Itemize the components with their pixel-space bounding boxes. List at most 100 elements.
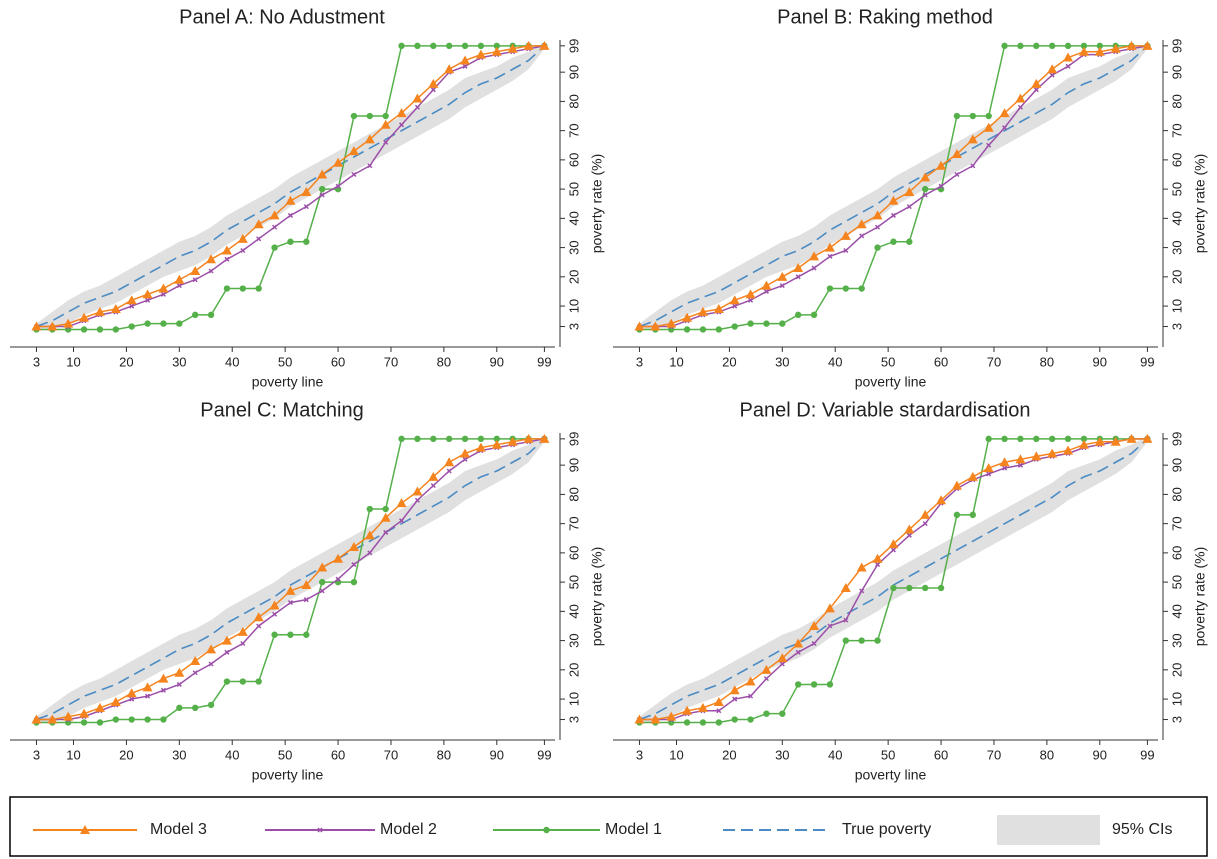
marker-x: [1017, 104, 1023, 110]
ci-band: [639, 42, 1148, 330]
x-tick-label: 10: [66, 354, 80, 369]
x-axis-label: poverty line: [855, 767, 927, 783]
marker-x: [176, 283, 182, 289]
marker-x: [986, 142, 992, 148]
marker-x: [303, 597, 309, 603]
marker-triangle: [1094, 436, 1105, 446]
marker-x: [795, 274, 801, 280]
marker-triangle: [174, 667, 185, 677]
marker-circle: [223, 285, 231, 292]
marker-triangle: [1126, 40, 1137, 50]
marker-circle: [445, 435, 453, 443]
marker-circle: [414, 435, 421, 443]
marker-x: [192, 277, 198, 283]
y-axis-label: poverty rate (%): [589, 154, 605, 254]
marker-triangle: [158, 283, 169, 293]
marker-triangle: [650, 321, 661, 331]
marker-triangle: [237, 626, 248, 636]
y-tick-label: 3: [1169, 323, 1184, 330]
series-line: [36, 45, 545, 328]
x-tick-label: 30: [775, 747, 789, 762]
marker-circle: [810, 311, 818, 319]
marker-x: [319, 192, 325, 198]
legend-label: 95% CIs: [1112, 821, 1172, 838]
y-tick-label: 30: [1169, 633, 1184, 647]
marker-circle: [271, 631, 278, 638]
marker-triangle: [253, 612, 264, 622]
marker-circle: [826, 681, 834, 688]
marker-circle: [112, 716, 120, 723]
marker-x: [922, 521, 928, 527]
marker-x: [446, 468, 452, 474]
marker-triangle: [1142, 40, 1153, 50]
marker-triangle: [729, 685, 740, 695]
y-tick-label: 90: [566, 65, 581, 79]
panel-title: Panel D: Variable stardardisation: [740, 399, 1031, 421]
marker-x: [716, 708, 722, 714]
marker-x: [240, 640, 246, 647]
marker-circle: [350, 578, 358, 586]
y-tick-label: 20: [566, 663, 581, 677]
marker-triangle: [317, 562, 328, 572]
x-tick-label: 30: [775, 354, 789, 369]
y-tick-label: 20: [1169, 663, 1184, 677]
marker-x: [462, 63, 468, 69]
marker-x: [129, 696, 135, 702]
marker-x: [890, 547, 896, 553]
legend-marker: [543, 826, 550, 834]
marker-triangle: [856, 219, 867, 229]
marker-triangle: [1031, 78, 1042, 88]
marker-circle: [445, 42, 453, 50]
marker-x: [906, 204, 912, 210]
x-tick-label: 90: [1093, 354, 1107, 369]
marker-x: [890, 212, 896, 218]
marker-x: [335, 183, 341, 189]
marker-circle: [144, 320, 151, 327]
marker-x: [351, 171, 357, 178]
legend-marker: [80, 825, 90, 834]
x-tick-label: 99: [1140, 747, 1154, 762]
marker-x: [399, 122, 405, 128]
marker-triangle: [793, 638, 804, 648]
marker-circle: [1033, 435, 1040, 443]
marker-triangle: [920, 509, 931, 519]
marker-triangle: [888, 539, 899, 549]
marker-triangle: [206, 254, 217, 264]
marker-triangle: [1126, 433, 1137, 443]
marker-triangle: [1031, 451, 1042, 461]
legend-marker: [317, 827, 323, 833]
marker-x: [129, 303, 135, 309]
marker-triangle: [221, 635, 232, 645]
marker-circle: [763, 710, 770, 717]
marker-triangle: [666, 711, 677, 721]
marker-circle: [985, 112, 992, 120]
y-tick-label: 80: [566, 487, 581, 501]
legend-label: Model 3: [150, 821, 207, 838]
marker-triangle: [1047, 448, 1058, 458]
y-tick-label: 90: [566, 458, 581, 472]
marker-triangle: [1078, 46, 1089, 56]
marker-triangle: [110, 696, 121, 706]
y-tick-label: 70: [1169, 123, 1184, 137]
marker-triangle: [856, 562, 867, 572]
marker-triangle: [126, 688, 137, 698]
marker-x: [160, 687, 166, 693]
y-tick-label: 40: [1169, 211, 1184, 225]
marker-x: [414, 104, 420, 110]
marker-triangle: [1142, 433, 1153, 443]
marker-circle: [969, 511, 977, 519]
y-tick-label: 3: [566, 716, 581, 723]
marker-x: [192, 670, 198, 676]
marker-circle: [1096, 42, 1103, 50]
marker-triangle: [444, 64, 455, 74]
marker-triangle: [253, 219, 264, 229]
marker-x: [1002, 125, 1008, 131]
x-tick-label: 50: [278, 747, 292, 762]
y-tick-label: 3: [1169, 716, 1184, 723]
marker-circle: [112, 326, 120, 333]
y-tick-label: 90: [1169, 65, 1184, 79]
marker-x: [1017, 462, 1023, 468]
y-tick-label: 30: [566, 240, 581, 254]
marker-triangle: [142, 289, 153, 299]
